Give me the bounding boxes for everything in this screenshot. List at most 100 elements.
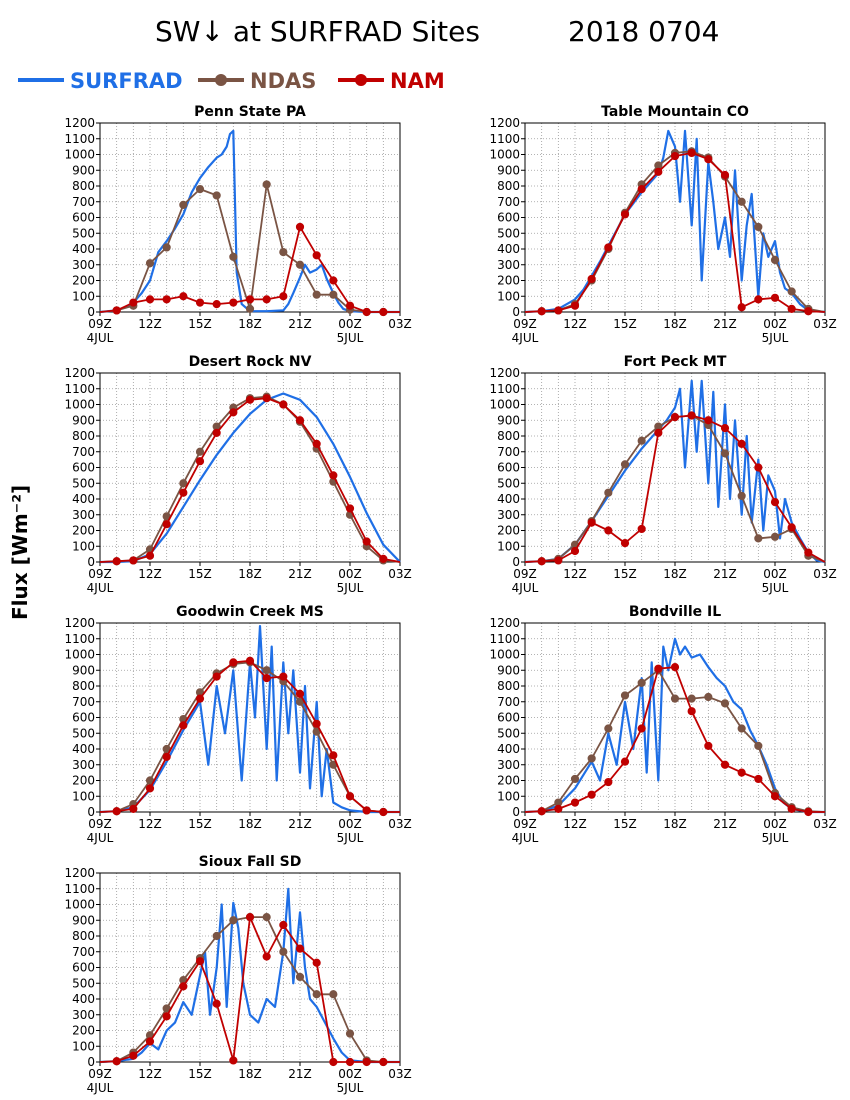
- y-tick-label: 700: [72, 195, 95, 209]
- x-tick-label: 09Z: [513, 317, 537, 331]
- y-tick-label: 0: [512, 805, 520, 819]
- panel-title: Desert Rock NV: [189, 354, 312, 370]
- data-point-ndas: [229, 916, 238, 925]
- data-point-nam: [112, 1057, 121, 1066]
- data-point-ndas: [195, 185, 205, 194]
- data-point-nam: [345, 504, 355, 513]
- data-point-nam: [587, 274, 596, 284]
- data-point-ndas: [787, 287, 796, 296]
- y-tick-label: 600: [497, 211, 520, 225]
- data-point-nam: [737, 303, 746, 312]
- data-point-ndas: [604, 488, 613, 497]
- data-point-nam: [145, 784, 155, 793]
- data-point-nam: [554, 804, 563, 813]
- data-point-nam: [537, 807, 546, 816]
- series-line-nam: [524, 414, 826, 563]
- series-line-ndas: [99, 916, 400, 1063]
- y-tick-label: 300: [497, 508, 520, 522]
- data-point-nam: [770, 792, 780, 801]
- data-point-ndas: [245, 304, 255, 313]
- data-point-ndas: [262, 913, 271, 922]
- y-tick-label: 1000: [64, 398, 95, 412]
- day-label: 4JUL: [87, 581, 114, 595]
- x-tick-label: 12Z: [563, 817, 587, 831]
- data-point-nam: [329, 276, 338, 285]
- y-tick-label: 1200: [64, 366, 95, 380]
- panel-bondville-il: Bondville IL0100200300400500600700800900…: [489, 604, 836, 845]
- data-point-nam: [245, 395, 255, 404]
- x-tick-label: 00Z: [763, 567, 787, 581]
- data-point-nam: [637, 524, 646, 534]
- day-label: 4JUL: [512, 331, 539, 345]
- data-point-nam: [570, 301, 580, 310]
- data-point-nam: [229, 1056, 238, 1065]
- data-point-nam: [262, 674, 271, 683]
- y-tick-label: 800: [72, 929, 95, 943]
- data-point-ndas: [620, 691, 630, 700]
- x-tick-label: 03Z: [813, 317, 837, 331]
- x-tick-label: 21Z: [288, 567, 312, 581]
- day-label: 4JUL: [512, 581, 539, 595]
- panel-title: Bondville IL: [629, 604, 721, 620]
- data-point-nam: [345, 1057, 355, 1067]
- data-point-ndas: [329, 290, 338, 299]
- data-point-ndas: [570, 774, 580, 784]
- data-point-nam: [279, 400, 288, 409]
- data-point-nam: [654, 664, 663, 673]
- series-line-nam: [524, 666, 825, 813]
- x-tick-label: 09Z: [513, 817, 537, 831]
- data-point-nam: [379, 554, 388, 563]
- panel-title: Sioux Fall SD: [199, 854, 302, 870]
- y-tick-label: 500: [72, 976, 95, 990]
- y-tick-label: 600: [72, 711, 95, 725]
- data-point-ndas: [212, 931, 221, 941]
- data-point-ndas: [737, 197, 746, 206]
- data-point-ndas: [345, 1029, 355, 1038]
- data-point-nam: [229, 298, 238, 307]
- day-label: 4JUL: [87, 1081, 114, 1095]
- data-point-nam: [245, 913, 255, 922]
- y-tick-label: 1000: [64, 648, 95, 662]
- data-point-ndas: [229, 252, 238, 261]
- data-point-nam: [329, 751, 338, 760]
- data-point-nam: [145, 1037, 155, 1046]
- data-point-nam: [195, 957, 205, 966]
- data-point-nam: [312, 958, 321, 967]
- data-point-ndas: [212, 191, 221, 200]
- y-tick-label: 700: [497, 445, 520, 459]
- data-point-nam: [620, 210, 630, 219]
- x-tick-label: 15Z: [188, 317, 212, 331]
- y-tick-label: 1000: [64, 148, 95, 162]
- y-tick-label: 800: [497, 679, 520, 693]
- x-tick-label: 21Z: [713, 817, 737, 831]
- y-tick-label: 300: [72, 758, 95, 772]
- data-point-nam: [162, 520, 171, 529]
- data-point-ndas: [754, 741, 763, 750]
- data-point-ndas: [145, 259, 155, 268]
- y-tick-label: 400: [497, 242, 520, 256]
- y-tick-label: 400: [72, 492, 95, 506]
- data-point-ndas: [737, 491, 746, 500]
- day-label: 5JUL: [762, 831, 789, 845]
- y-tick-label: 600: [72, 211, 95, 225]
- data-point-nam: [687, 707, 696, 716]
- x-tick-label: 03Z: [388, 317, 412, 331]
- x-tick-label: 09Z: [88, 817, 112, 831]
- x-tick-label: 09Z: [513, 567, 537, 581]
- data-point-nam: [112, 557, 121, 566]
- data-point-nam: [754, 463, 763, 472]
- data-point-nam: [279, 672, 288, 681]
- y-tick-label: 1000: [64, 898, 95, 912]
- y-tick-label: 100: [497, 539, 520, 553]
- panel-title: Table Mountain CO: [601, 104, 749, 120]
- data-point-nam: [129, 1051, 138, 1060]
- y-tick-label: 1000: [489, 148, 520, 162]
- data-point-nam: [179, 488, 188, 497]
- data-point-ndas: [687, 694, 696, 703]
- y-tick-label: 200: [497, 524, 520, 538]
- y-tick-label: 500: [72, 726, 95, 740]
- y-tick-label: 300: [72, 1008, 95, 1022]
- x-tick-label: 00Z: [338, 567, 362, 581]
- y-axis-label: Flux [Wm⁻²]: [8, 485, 32, 620]
- data-point-nam: [379, 1057, 388, 1067]
